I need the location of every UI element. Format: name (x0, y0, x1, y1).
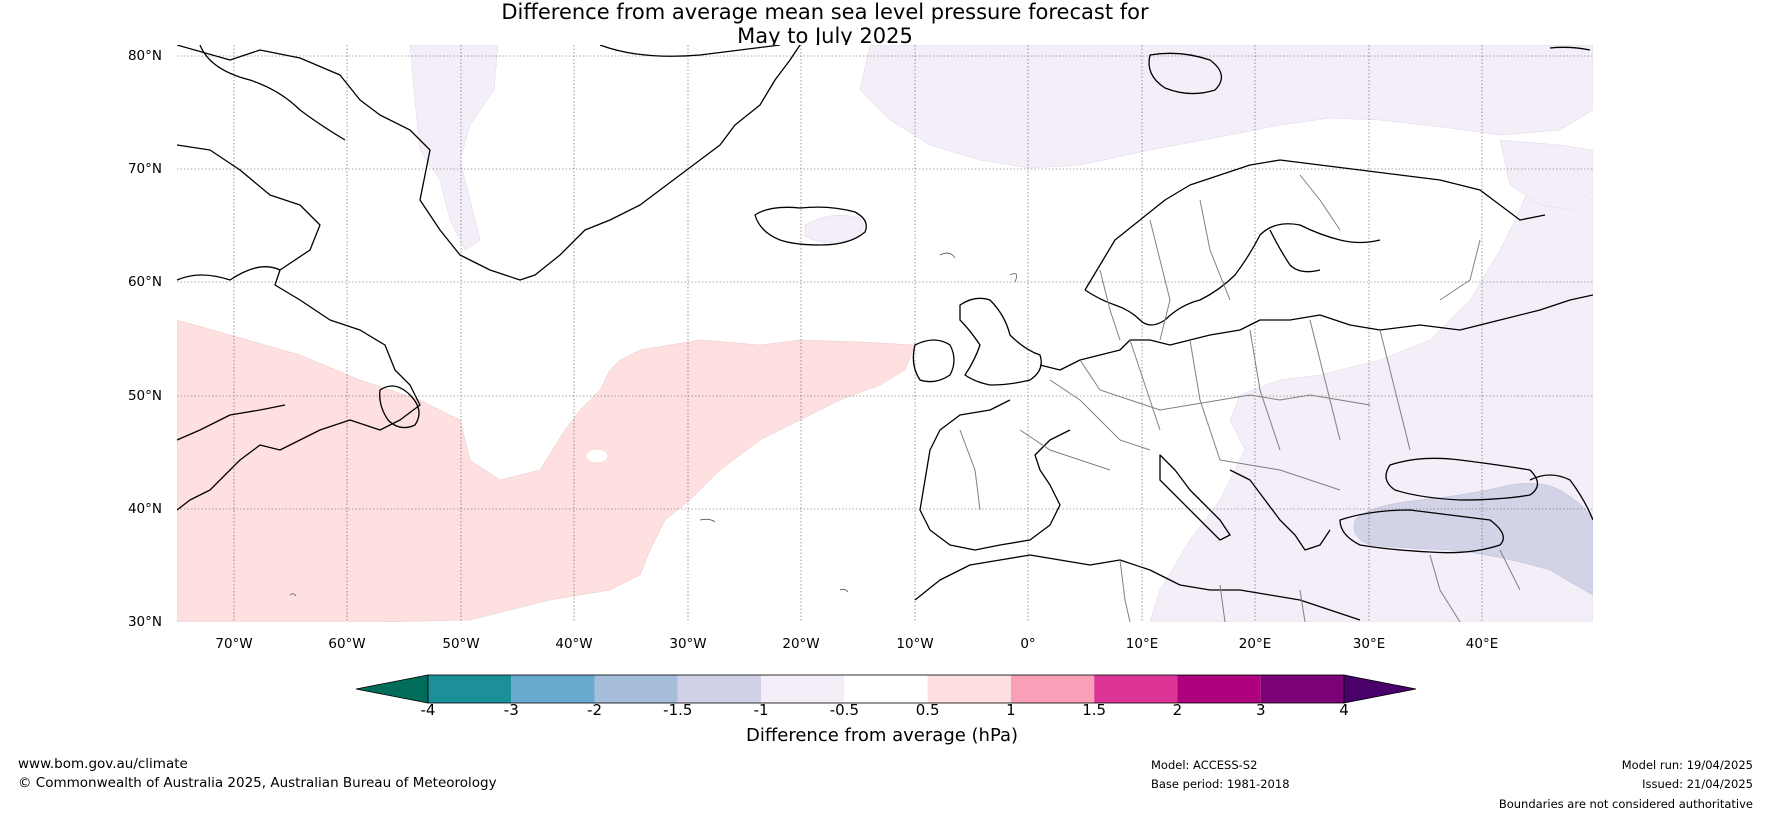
lat-label-30n: 30°N (127, 614, 162, 630)
lon-label-20w: 20°W (782, 636, 820, 652)
balkans-greece-coast (1229, 469, 1331, 551)
colorbar-tick-label: -1 (753, 701, 769, 719)
title-line-2: May to July 2025 (737, 24, 913, 48)
europe-coast (1039, 294, 1593, 371)
lat-label-60n: 60°N (127, 274, 162, 290)
negative-anomaly-region-greenland-strip (409, 45, 499, 251)
lon-label-0: 0° (1020, 636, 1036, 652)
lon-label-30w: 30°W (669, 636, 707, 652)
newfoundland-coast (379, 385, 420, 429)
footer-model: Model: ACCESS-S2 (1151, 758, 1258, 772)
negative-anomaly-region-mediterranean (1353, 483, 1593, 596)
footer-disclaimer: Boundaries are not considered authoritat… (1498, 797, 1753, 811)
colorbar-tick-label: 2 (1172, 701, 1183, 719)
colorbar-tick-label: 1 (1006, 701, 1016, 719)
colorbar-tick-label: 0.5 (915, 701, 940, 719)
coastlines (177, 45, 1593, 621)
colorbar-title: Difference from average (hPa) (746, 725, 1019, 746)
lat-label-70n: 70°N (127, 161, 162, 177)
turkey-coast (1339, 509, 1504, 554)
lon-label-40w: 40°W (555, 636, 593, 652)
lon-label-10e: 10°E (1125, 636, 1159, 652)
lat-label-50n: 50°N (127, 388, 162, 404)
negative-anomaly-region-iceland (804, 214, 864, 243)
lon-label-40e: 40°E (1465, 636, 1499, 652)
italy-coast (1159, 454, 1231, 541)
footer-model-run: Model run: 19/04/2025 (1621, 758, 1753, 772)
iberia-coast (919, 399, 1071, 551)
lon-label-60w: 60°W (328, 636, 366, 652)
lat-label-40n: 40°N (127, 501, 162, 517)
lon-label-10w: 10°W (896, 636, 934, 652)
greenland-coast (177, 45, 801, 281)
title-line-1: Difference from average mean sea level p… (501, 0, 1149, 24)
negative-anomaly-region-arctic-east (1499, 139, 1593, 211)
colorbar-tick-label: -1.5 (663, 701, 693, 719)
lon-label-50w: 50°W (442, 636, 480, 652)
footer-copyright: © Commonwealth of Australia 2025, Austra… (18, 775, 497, 791)
north-america-coast (177, 144, 421, 511)
map-title: Difference from average mean sea level p… (0, 0, 1710, 48)
svalbard-coast (1148, 52, 1222, 95)
footer-website: www.bom.gov.au/climate (18, 756, 188, 772)
footer-issued: Issued: 21/04/2025 (1642, 777, 1753, 791)
lat-label-80n: 80°N (127, 48, 162, 64)
country-borders (959, 174, 1521, 622)
lon-label-20e: 20°E (1238, 636, 1272, 652)
north-africa-coast (914, 554, 1361, 621)
great-britain-coast (959, 297, 1042, 386)
colorbar-tick-label: -3 (503, 701, 519, 719)
ireland-coast (912, 339, 955, 383)
colorbar-tick-label: 3 (1255, 701, 1266, 719)
colorbar-tick-label: 4 (1339, 701, 1349, 719)
lon-label-30e: 30°E (1352, 636, 1386, 652)
colorbar-tick-label: -2 (587, 701, 603, 719)
positive-anomaly-region-west-atlantic (177, 319, 916, 622)
scandinavia-coast (1084, 159, 1546, 291)
small-islands (289, 252, 1018, 597)
colorbar-tick-label: 1.5 (1082, 701, 1107, 719)
footer-base-period: Base period: 1981-2018 (1151, 777, 1290, 791)
colorbar-tick-label: -4 (420, 701, 436, 719)
colorbar-tick-label: -0.5 (829, 701, 859, 719)
high-pocket (585, 448, 609, 464)
lon-label-70w: 70°W (215, 636, 253, 652)
black-sea-coast (1385, 457, 1539, 501)
iceland-coast (754, 206, 867, 246)
